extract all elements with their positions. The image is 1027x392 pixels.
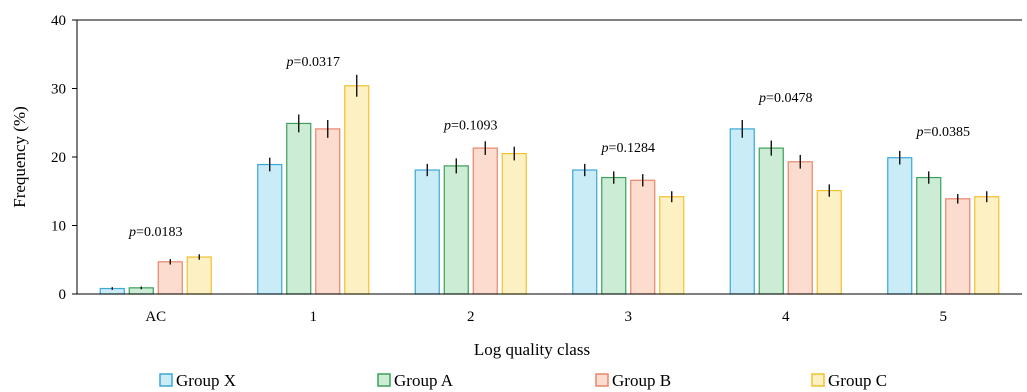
p-value-text: =0.0183 [136, 225, 182, 240]
p-value-text: =0.0385 [924, 125, 970, 140]
bar [887, 157, 913, 295]
p-value-annotation: p=0.0385 [916, 125, 970, 140]
y-axis-title: Frequency (%) [10, 106, 29, 208]
axes-layer: 0 10 20 30 40 AC 1 2 3 4 5 [51, 13, 1022, 325]
bar [186, 256, 212, 295]
x-tick-label: 5 [940, 309, 948, 325]
legend-swatch [595, 373, 609, 387]
p-value-annotation: p=0.1093 [443, 119, 497, 134]
bar [945, 198, 971, 295]
bar [443, 165, 469, 295]
p-symbol: p [128, 225, 136, 240]
p-value-annotation: p=0.0478 [758, 91, 812, 106]
x-axis-title: Log quality class [474, 340, 590, 359]
y-tick-label: 20 [51, 150, 66, 166]
x-tick-label: 1 [310, 309, 318, 325]
p-symbol: p [758, 91, 766, 106]
bar [286, 122, 312, 295]
p-symbol: p [443, 119, 451, 134]
p-value-annotation: p=0.0317 [286, 55, 340, 70]
bar [916, 176, 942, 295]
legend-swatch [159, 373, 173, 387]
bars-layer [99, 85, 1000, 295]
p-symbol: p [916, 125, 924, 140]
p-value-annotation: p=0.0183 [128, 225, 182, 240]
legend-label: Group B [612, 371, 671, 390]
bar [315, 128, 341, 295]
legend: Group X Group A Group B Group C [159, 371, 887, 390]
y-tick-label: 40 [51, 13, 66, 29]
legend-label: Group X [176, 371, 236, 390]
x-tick-label: 2 [467, 309, 475, 325]
x-tick-label: 4 [782, 309, 790, 325]
annotations-layer: p=0.0183p=0.0317p=0.1093p=0.1284p=0.0478… [128, 55, 970, 240]
legend-label: Group A [394, 371, 454, 390]
bar [414, 169, 440, 295]
x-tick-label: 3 [625, 309, 633, 325]
p-value-text: =0.1093 [451, 119, 497, 134]
bar [472, 147, 498, 295]
y-tick-label: 30 [51, 82, 66, 98]
bar [257, 163, 283, 295]
bar [501, 152, 527, 295]
bar [974, 196, 1000, 295]
p-value-annotation: p=0.1284 [601, 141, 655, 156]
y-tick-label: 10 [51, 219, 66, 235]
error-bars-layer [111, 74, 988, 290]
p-value-text: =0.0478 [766, 91, 812, 106]
p-value-text: =0.1284 [609, 141, 655, 156]
legend-swatch [811, 373, 825, 387]
bar [816, 189, 842, 295]
x-tick-label: AC [145, 309, 166, 325]
bar [758, 147, 784, 295]
p-symbol: p [286, 55, 294, 70]
p-value-text: =0.0317 [294, 55, 340, 70]
y-tick-label: 0 [59, 287, 67, 303]
bar [659, 196, 685, 295]
bar [630, 179, 656, 295]
bar [157, 261, 183, 295]
bar [601, 176, 627, 295]
p-symbol: p [601, 141, 609, 156]
bar [729, 128, 755, 295]
legend-swatch [377, 373, 391, 387]
legend-label: Group C [828, 371, 887, 390]
bar [344, 85, 370, 295]
bar [572, 169, 598, 295]
bar [787, 161, 813, 295]
